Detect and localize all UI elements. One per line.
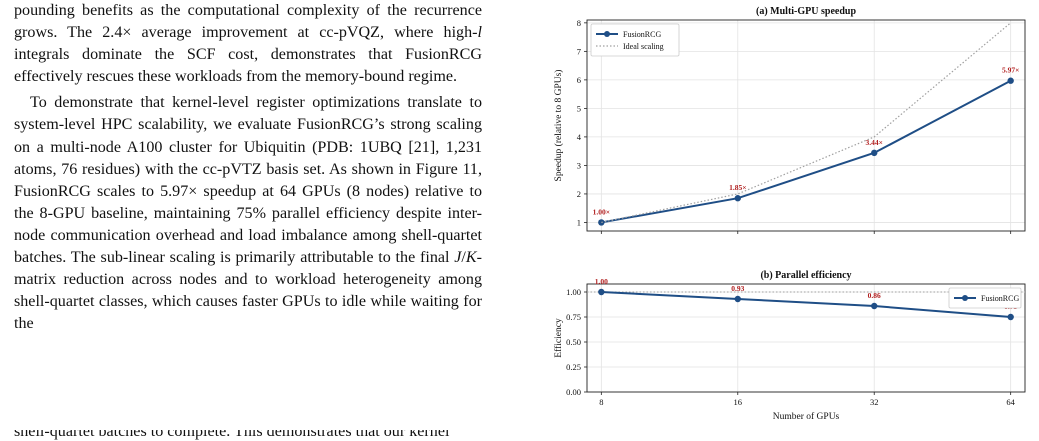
body-text-column: pounding benefits as the computational c… [14,0,482,335]
data-point [1007,313,1014,321]
y-tick-label: 0.25 [566,362,581,372]
data-label: 0.93 [731,284,744,293]
x-tick-label: 32 [870,397,879,407]
panel-b-efficiency: (b) Parallel efficiency 0.00 0.25 0.50 0.75 1… [553,270,1026,422]
chart-title: (a) Multi-GPU speedup [756,6,856,17]
y-tick-label: 1 [577,217,581,227]
x-tick-label: 16 [734,397,743,407]
chart-title: (b) Parallel efficiency [760,270,851,281]
data-label: 5.97× [1002,66,1019,75]
panel-a-speedup: (a) Multi-GPU speedup 1 2 3 4 5 6 7 8 Speedup (re… [553,6,1026,234]
figure-scaling: (a) Multi-GPU speedup 1 2 3 4 5 6 7 8 Speedup (re… [553,6,1026,422]
y-tick-label: 3 [577,160,581,170]
y-tick-label: 7 [577,46,581,56]
plot-frame [586,19,1026,232]
data-point [871,302,878,310]
data-label: 1.85× [729,183,746,192]
legend-box [948,287,1022,309]
data-point [734,195,741,202]
paragraph-2: To demonstrate that kernel-level registe… [14,94,482,333]
legend-label: FusionRCG [623,30,661,39]
data-label: 3.44× [866,138,883,147]
y-tick-label: 0.50 [566,337,581,347]
clipped-text-line: shell-quartet batches to complete. This … [14,430,482,441]
y-tick-label: 5 [577,103,581,113]
x-axis-label: Number of GPUs [773,411,840,422]
legend-marker [962,295,968,301]
y-tick-label: 6 [577,75,581,85]
y-tick-label: 1.00 [566,287,581,297]
x-tick-label: 64 [1006,397,1015,407]
plot-frame [586,283,1026,393]
data-point [1007,77,1014,84]
x-tick-label: 8 [599,397,603,407]
legend-label: FusionRCG [981,294,1019,303]
data-label: 1.00 [595,277,608,286]
data-label: 1.00× [593,207,610,216]
y-tick-label: 2 [577,189,581,199]
data-label: 0.86 [868,291,881,300]
data-point [598,288,605,296]
legend-label: Ideal scaling [623,42,664,51]
y-tick-label: 4 [577,132,582,142]
data-point [734,295,741,303]
y-axis-label: Efficiency [553,318,564,358]
paragraph-1: pounding benefits as the computational c… [14,2,482,86]
y-tick-label: 0.75 [566,312,581,322]
series-line-fusionrcg [601,291,1011,318]
legend-box [590,23,680,57]
clipped-text: shell-quartet batches to complete. This … [14,430,450,440]
data-point [871,149,878,157]
legend-marker [604,31,610,37]
series-line-fusionrcg [601,79,1012,224]
y-tick-label: 8 [577,18,581,28]
y-axis-label: Speedup (relative to 8 GPUs) [553,70,564,182]
y-tick-label: 0.00 [566,387,581,397]
data-point [598,219,605,226]
